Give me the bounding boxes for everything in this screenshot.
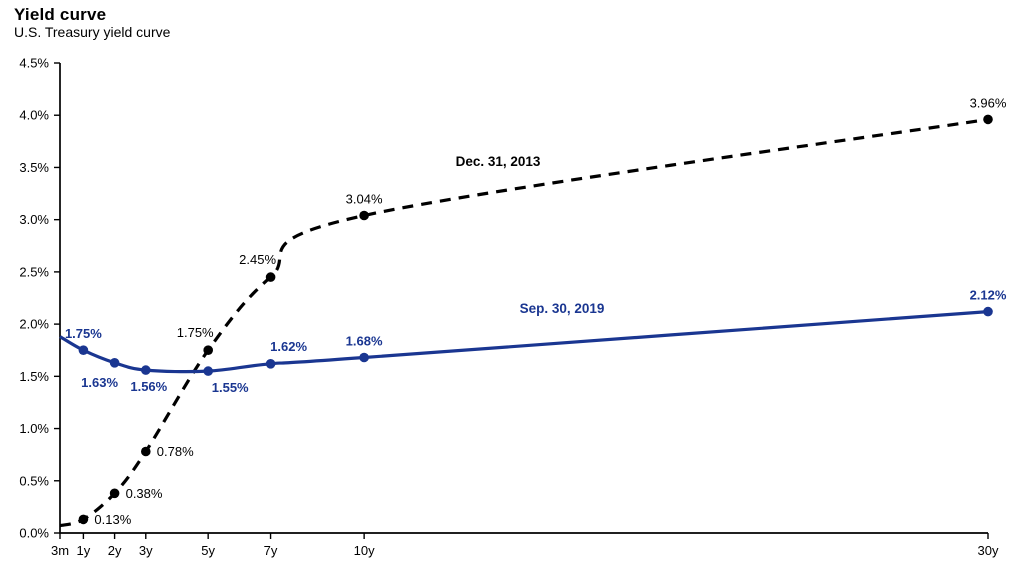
series-line-dashed: [59, 117, 989, 528]
data-point-label: 0.78%: [157, 444, 194, 459]
data-point-label: 2.45%: [239, 252, 276, 267]
data-point-marker: [359, 210, 369, 221]
data-point-label: 3.04%: [346, 192, 383, 207]
data-point-marker: [203, 345, 213, 356]
x-axis-tick-label: 3y: [139, 543, 153, 558]
data-point-marker: [141, 446, 151, 457]
data-point-marker: [265, 359, 276, 369]
x-axis-tick-label: 5y: [201, 543, 215, 558]
data-point-marker: [141, 365, 151, 375]
y-axis-tick-label: 2.5%: [19, 264, 49, 279]
y-axis-tick-label: 4.0%: [19, 108, 49, 123]
y-axis-tick-label: 0.0%: [19, 526, 49, 541]
data-point-marker: [983, 114, 993, 125]
series-line-solid: [59, 310, 989, 374]
data-point-label: 0.38%: [126, 486, 163, 501]
y-axis-tick-label: 3.0%: [19, 212, 49, 227]
data-point-label: 1.63%: [81, 375, 118, 390]
data-point-label: 0.13%: [94, 512, 131, 527]
axis-lines: [59, 63, 988, 534]
x-axis-tick-label: 3m: [51, 543, 69, 558]
y-axis-tick-label: 2.0%: [19, 317, 49, 332]
x-axis-tick-label: 30y: [978, 543, 999, 558]
data-point-label: 1.55%: [212, 380, 249, 395]
series-name-label: Sep. 30, 2019: [520, 301, 605, 316]
data-point-label: 1.56%: [130, 379, 167, 394]
x-axis-tick-label: 7y: [264, 543, 278, 558]
page-title: Yield curve: [14, 5, 107, 24]
data-point-marker: [109, 358, 120, 368]
x-axis-tick-label: 1y: [77, 543, 91, 558]
data-point-marker: [78, 514, 89, 525]
data-point-label: 2.12%: [970, 288, 1007, 303]
data-point-marker: [78, 345, 89, 356]
chart-header: Yield curve U.S. Treasury yield curve: [14, 5, 170, 41]
y-axis-tick-label: 1.0%: [19, 421, 49, 436]
y-axis-tick-label: 3.5%: [19, 160, 49, 175]
data-point-label: 1.68%: [346, 334, 383, 349]
data-point-label: 1.62%: [270, 339, 307, 354]
y-axis-tick-label: 1.5%: [19, 369, 49, 384]
data-point-label: 1.75%: [65, 326, 102, 341]
data-point-marker: [203, 366, 213, 376]
data-point-marker: [359, 352, 369, 363]
data-point-label: 1.75%: [177, 325, 214, 340]
y-axis-tick-label: 0.5%: [19, 473, 49, 488]
data-point-label: 3.96%: [970, 95, 1007, 110]
data-point-marker: [983, 306, 993, 317]
page-subtitle: U.S. Treasury yield curve: [14, 24, 171, 40]
x-axis-tick-label: 10y: [354, 543, 375, 558]
x-axis-tick-label: 2y: [108, 543, 122, 558]
data-point-marker: [109, 488, 120, 499]
data-point-marker: [265, 272, 276, 282]
series-name-label: Dec. 31, 2013: [456, 154, 541, 169]
y-axis-tick-label: 4.5%: [19, 56, 49, 71]
